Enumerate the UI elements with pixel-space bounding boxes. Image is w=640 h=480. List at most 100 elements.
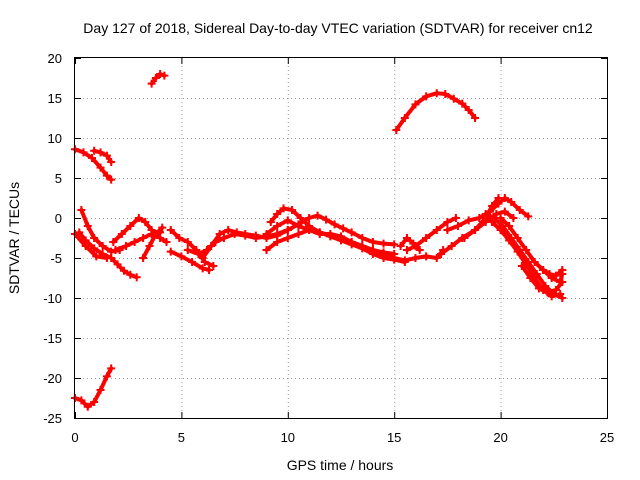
data-point <box>558 270 567 278</box>
data-point <box>107 175 116 184</box>
data-point <box>443 218 452 226</box>
y-tick-label: 10 <box>48 131 62 146</box>
data-point <box>294 230 303 238</box>
series-arc6 <box>75 228 141 282</box>
data-point <box>530 258 539 266</box>
data-point <box>458 99 467 108</box>
data-point <box>83 402 92 411</box>
x-tick-label: 20 <box>493 430 507 445</box>
data-point <box>96 163 105 172</box>
data-point <box>526 274 535 282</box>
series-arc8 <box>71 230 111 262</box>
data-point <box>471 226 480 234</box>
data-point <box>415 246 424 254</box>
data-point <box>522 246 531 254</box>
data-point <box>279 204 288 213</box>
data-point <box>224 226 233 234</box>
data-point <box>251 231 260 240</box>
y-axis-label: SDTVAR / TECUs <box>6 182 22 294</box>
x-tick-label: 10 <box>281 430 295 445</box>
data-point <box>102 254 111 262</box>
data-point <box>147 79 156 88</box>
data-point <box>556 278 565 286</box>
y-tick-label: 20 <box>48 51 62 66</box>
series-arc1 <box>71 145 116 184</box>
data-point <box>207 242 216 250</box>
data-point <box>77 206 86 214</box>
data-point <box>232 228 241 237</box>
data-point <box>160 71 169 80</box>
series-arc11 <box>139 223 167 262</box>
data-point <box>90 244 99 253</box>
data-point <box>273 238 282 246</box>
data-point <box>347 228 356 237</box>
data-point <box>305 214 314 222</box>
data-point <box>337 236 345 245</box>
data-point <box>347 240 356 249</box>
data-point <box>132 273 141 282</box>
data-point <box>273 222 282 230</box>
series-arc18 <box>262 226 409 266</box>
series-arc15 <box>198 211 399 262</box>
data-point <box>111 246 120 254</box>
y-tick-label: 15 <box>48 91 62 106</box>
data-point <box>96 148 105 157</box>
data-point <box>156 70 165 78</box>
plot-frame <box>74 57 608 419</box>
data-point <box>151 74 160 82</box>
data-point <box>488 202 497 210</box>
data-point <box>109 238 118 246</box>
data-point <box>139 254 148 262</box>
series-arc9 <box>109 214 171 246</box>
x-tick-label: 25 <box>600 430 614 445</box>
series-arc4 <box>71 364 116 411</box>
data-point <box>411 254 420 262</box>
data-point <box>411 100 420 109</box>
data-point <box>400 114 409 122</box>
data-point <box>507 198 516 206</box>
data-point <box>90 234 99 242</box>
data-point <box>509 214 518 222</box>
data-point <box>162 238 171 246</box>
data-point <box>460 234 469 242</box>
data-point <box>126 270 135 279</box>
data-point <box>515 206 524 214</box>
data-point <box>454 222 463 230</box>
data-point <box>198 264 207 273</box>
data-point <box>198 254 207 262</box>
series-arc5 <box>392 89 480 134</box>
data-point <box>441 90 450 98</box>
data-point <box>88 154 97 162</box>
data-series <box>71 70 567 411</box>
series-line-arc5 <box>394 91 478 132</box>
data-point <box>390 240 399 249</box>
data-point <box>107 247 116 256</box>
data-point <box>396 242 405 250</box>
data-point <box>90 398 99 406</box>
series-line-arc11 <box>141 225 165 260</box>
data-point <box>422 252 431 261</box>
data-point <box>390 255 399 264</box>
data-point <box>379 254 388 262</box>
data-point <box>339 224 348 233</box>
data-point <box>119 266 128 275</box>
data-point <box>283 226 292 234</box>
data-point <box>188 258 197 266</box>
data-point <box>288 206 297 214</box>
data-point <box>505 222 514 230</box>
data-point <box>90 146 99 155</box>
data-point <box>177 252 186 261</box>
data-point <box>402 234 411 242</box>
x-tick-label: 0 <box>71 430 78 445</box>
data-point <box>443 226 452 234</box>
data-point <box>305 226 314 234</box>
data-point <box>402 246 411 254</box>
data-point <box>102 151 111 160</box>
series-line-arc6 <box>77 230 139 280</box>
data-point <box>432 254 441 262</box>
data-point <box>126 222 135 230</box>
data-point <box>113 260 122 269</box>
x-tick-label: 15 <box>387 430 401 445</box>
data-point <box>534 284 543 293</box>
